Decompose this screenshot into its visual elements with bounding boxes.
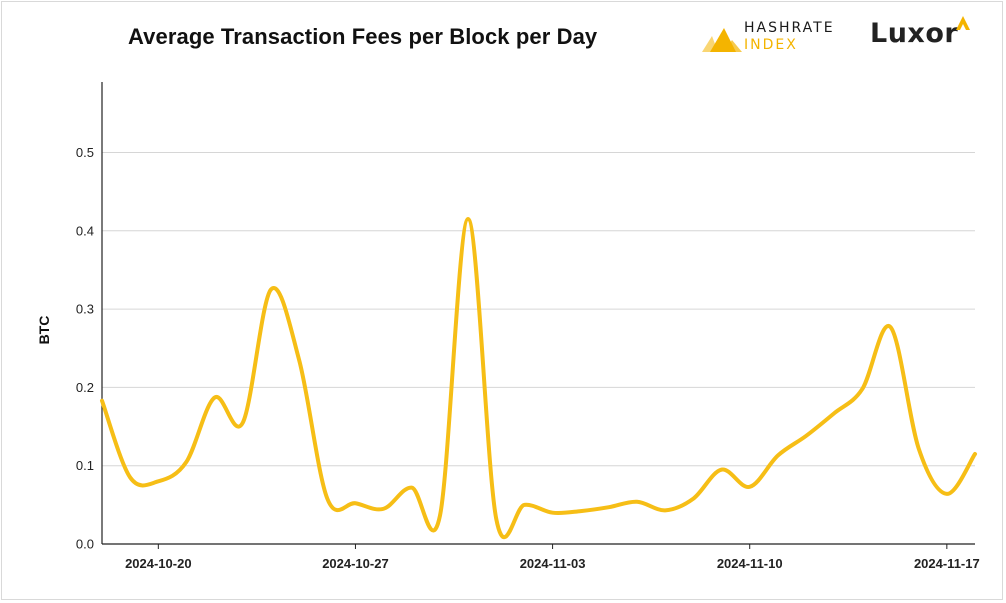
hashrate-logo-line2: INDEX — [744, 37, 798, 53]
x-tick-label: 2024-11-03 — [520, 556, 586, 571]
data-point — [213, 396, 217, 400]
data-point — [382, 507, 386, 511]
luxor-triangle-icon — [956, 16, 970, 30]
data-point — [325, 497, 329, 501]
y-tick-label: 0.1 — [76, 458, 94, 473]
data-point — [128, 475, 132, 479]
data-point — [691, 497, 695, 501]
data-point — [889, 325, 893, 329]
y-tick-label: 0.3 — [76, 302, 94, 317]
data-point — [720, 468, 724, 472]
y-tick-label: 0.4 — [76, 223, 94, 238]
grid-lines — [102, 151, 975, 467]
data-point — [184, 460, 188, 464]
data-point — [832, 411, 836, 415]
x-tick-label: 2024-11-17 — [914, 556, 980, 571]
y-tick-label: 0.0 — [76, 537, 94, 552]
series-layer — [100, 217, 977, 540]
x-tick-label: 2024-11-10 — [717, 556, 783, 571]
y-tick-label: 0.5 — [76, 145, 94, 160]
data-point — [297, 358, 301, 362]
data-point — [748, 485, 752, 489]
data-point — [466, 217, 470, 221]
x-ticks: 2024-10-20 2024-10-27 2024-11-03 2024-11-10… — [125, 544, 980, 571]
luxor-logo: Luxor — [870, 16, 980, 58]
data-point — [804, 434, 808, 438]
data-point — [410, 486, 414, 490]
x-tick-label: 2024-10-20 — [125, 556, 192, 571]
data-point — [522, 503, 526, 507]
data-point — [945, 492, 949, 496]
data-point — [241, 421, 245, 425]
data-point — [973, 452, 977, 456]
hashrate-mountain-icon — [702, 28, 742, 52]
data-point — [353, 501, 357, 505]
data-point — [100, 399, 104, 403]
data-point — [579, 509, 583, 513]
chart-title: Average Transaction Fees per Block per D… — [128, 24, 598, 49]
data-point — [663, 508, 667, 512]
data-point — [438, 514, 442, 518]
data-point — [551, 511, 555, 515]
data-point — [607, 505, 611, 509]
luxor-logo-text: Luxor — [870, 18, 959, 49]
x-tick-label: 2024-10-27 — [322, 556, 389, 571]
axes — [101, 82, 975, 545]
data-point — [269, 288, 273, 292]
data-point — [156, 479, 160, 483]
data-point — [917, 446, 921, 450]
hashrate-logo-line1: HASHRATE — [744, 20, 835, 36]
y-tick-label: 0.2 — [76, 380, 94, 395]
hashrate-index-logo: HASHRATE INDEX — [702, 20, 842, 56]
data-point — [635, 500, 639, 504]
y-tick-labels: 0.0 0.1 0.2 0.3 0.4 0.5 — [76, 145, 94, 552]
data-point — [494, 517, 498, 521]
data-point — [860, 387, 864, 391]
series-line — [100, 217, 977, 540]
data-point — [776, 454, 780, 458]
